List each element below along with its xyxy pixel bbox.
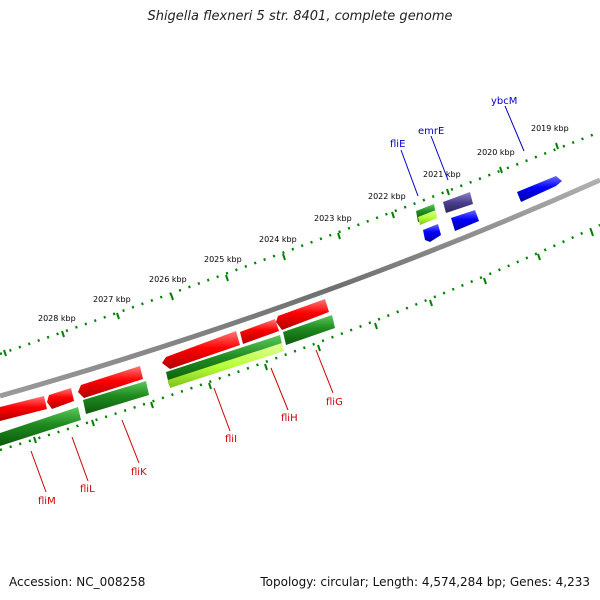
gene-small-blue-2-feature [423,224,441,242]
gene-emrE-feature [443,192,473,213]
kbp-label-2021: 2021 kbp [423,170,461,179]
gene-ybcM-feature [517,176,562,202]
gene-label-emrE: emrE [418,126,444,137]
gene-label-fliE: fliE [390,139,405,150]
gene-fliE-feature [416,204,437,225]
inner-major-ticks [33,229,594,444]
accession-text: Accession: NC_008258 [9,575,146,589]
kbp-label-2026: 2026 kbp [149,275,187,284]
kbp-label-2019: 2019 kbp [531,124,569,133]
outer-major-ticks [3,142,559,357]
gene-label-fliG: fliG [326,397,343,408]
kbp-label-2027: 2027 kbp [93,295,131,304]
genome-stats-text: Topology: circular; Length: 4,574,284 bp… [260,575,590,589]
red-gene-row [0,299,329,421]
genome-title: Shigella flexneri 5 str. 8401, complete … [147,9,453,24]
gene-label-ybcM: ybcM [491,96,517,107]
kbp-label-2025: 2025 kbp [204,255,242,264]
gene-label-fliI: fliI [225,434,237,445]
gene-label-fliK: fliK [131,467,147,478]
green-gene-row [0,315,335,446]
label-leader-lines [30,105,525,493]
gene-label-fliL: fliL [80,484,95,495]
gene-small-blue-feature [451,210,479,231]
kbp-label-2023: 2023 kbp [314,214,352,223]
kbp-label-2022: 2022 kbp [368,192,406,201]
genome-backbone [0,177,600,399]
gene-label-fliH: fliH [281,413,298,424]
kbp-label-2024: 2024 kbp [259,235,297,244]
kbp-label-2020: 2020 kbp [477,148,515,157]
kbp-label-2028: 2028 kbp [38,314,76,323]
gene-label-fliM: fliM [38,496,56,507]
